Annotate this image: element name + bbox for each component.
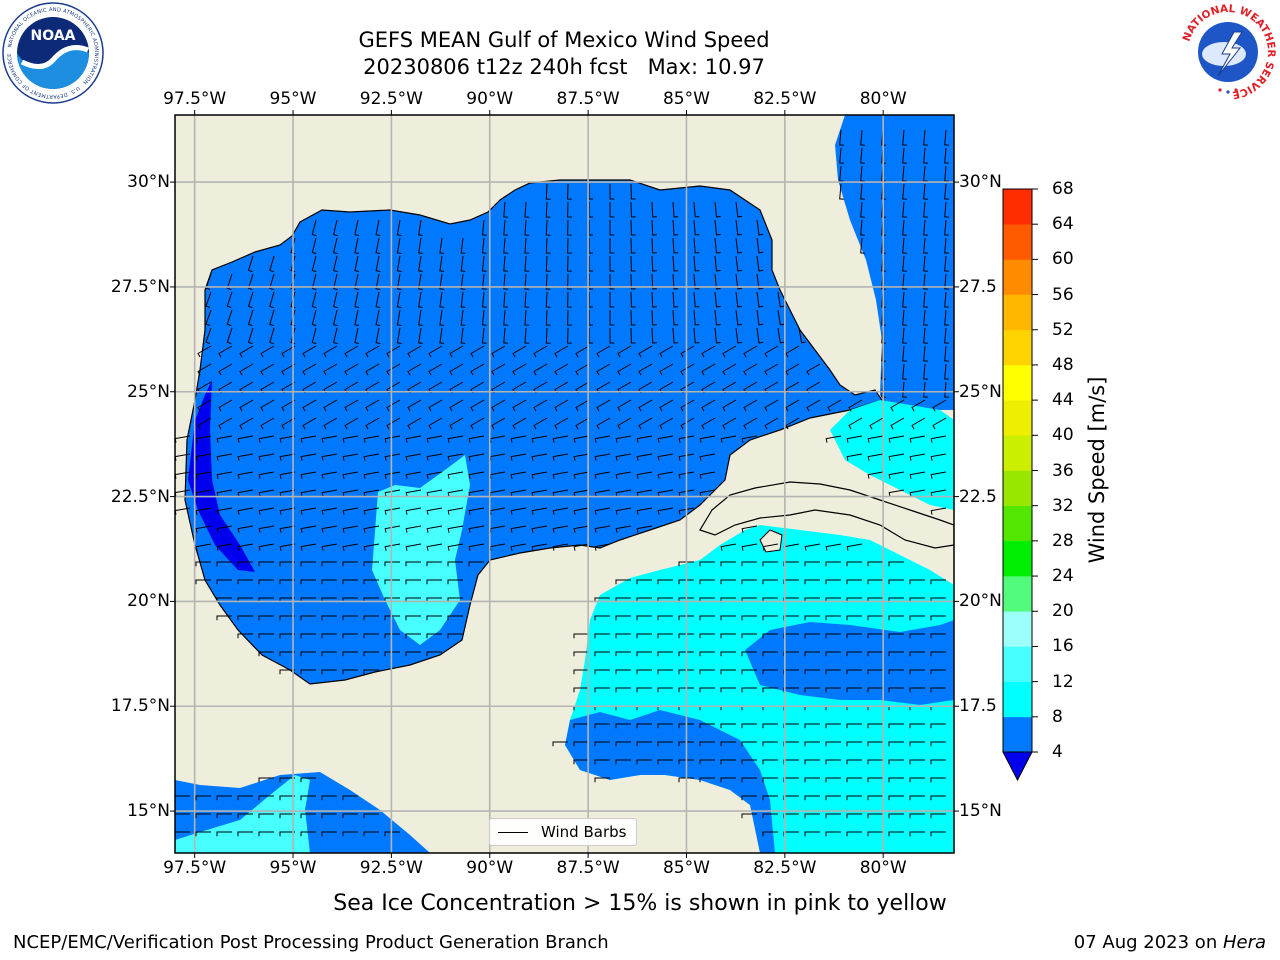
lon-tick-bottom: 85°W [662, 858, 710, 878]
colorbar-tick-label: 24 [1052, 566, 1074, 587]
lat-tick-right: 27.5 [959, 276, 997, 297]
lon-tick-bottom: 95°W [269, 858, 317, 878]
colorbar-tick-label: 44 [1052, 390, 1074, 411]
colorbar-segment [1003, 505, 1032, 542]
colorbar-tick-label: 36 [1052, 460, 1074, 481]
west-coast-slow [188, 380, 255, 572]
footer-machine: Hera [1222, 932, 1266, 953]
colorbar-segment [1003, 576, 1032, 612]
colorbar-segment [1003, 294, 1032, 331]
colorbar-tick-label: 32 [1052, 495, 1074, 516]
colorbar-tick-label: 60 [1052, 249, 1074, 270]
nws-logo: NATIONAL WEATHER SERVICE [1179, 3, 1277, 101]
colorbar-tick-label: 8 [1052, 706, 1063, 727]
lon-tick-bottom: 82.5°W [753, 858, 817, 878]
wind-barb-set [175, 129, 949, 837]
gulf-water [184, 179, 883, 685]
lat-tick-left: 25°N [127, 381, 170, 402]
sea-ice-note: Sea Ice Concentration > 15% is shown in … [333, 891, 947, 916]
colorbar-segment [1003, 189, 1032, 225]
pacific-fast-water [175, 775, 310, 853]
legend-label: Wind Barbs [541, 823, 627, 841]
lat-tick-left: 20°N [127, 591, 170, 612]
lon-tick-top: 90°W [466, 89, 514, 109]
lat-tick-right: 22.5 [959, 486, 997, 507]
lon-tick-bottom: 92.5°W [359, 858, 423, 878]
noaa-logo-text: NOAA [31, 28, 76, 44]
lon-tick-top: 92.5°W [359, 89, 423, 109]
noaa-logo: NATIONAL OCEANIC AND ATMOSPHERIC ADMINIS… [2, 2, 104, 104]
florida-straits-water [830, 400, 954, 510]
lat-tick-left: 17.5°N [110, 696, 170, 717]
lon-tick-top: 82.5°W [753, 89, 817, 109]
lon-tick-top: 87.5°W [556, 89, 620, 109]
colorbar-tick-label: 20 [1052, 601, 1074, 622]
colorbar-segment [1003, 364, 1032, 401]
lon-tick-bottom: 80°W [859, 858, 907, 878]
colorbar-segment [1003, 540, 1032, 577]
colorbar-tick-label: 4 [1052, 742, 1063, 762]
lat-tick-left: 30°N [127, 172, 170, 193]
lon-tick-top: 97.5°W [163, 89, 227, 109]
colorbar-segment [1003, 611, 1032, 647]
footer-date: 07 Aug 2023 on Hera [1074, 932, 1266, 954]
lat-tick-right: 17.5 [959, 696, 997, 717]
colorbar-tick-label: 16 [1052, 636, 1074, 657]
caribbean-blue-band [565, 710, 775, 853]
footer-credit: NCEP/EMC/Verification Post Processing Pr… [13, 932, 609, 953]
colorbar-tick-label: 40 [1052, 425, 1074, 446]
map-frame [174, 114, 955, 854]
colorbar-segment [1003, 681, 1032, 718]
graticule [175, 115, 954, 853]
plot-subtitle-run: 20230806 t12z 240h fcst Max: 10.97 [363, 55, 765, 79]
wind-barbs [175, 129, 949, 837]
lon-tick-bottom: 90°W [466, 858, 514, 878]
colorbar-tick-label: 68 [1052, 179, 1074, 199]
lon-tick-bottom: 87.5°W [556, 858, 620, 878]
lat-tick-left: 22.5°N [110, 486, 170, 507]
lon-tick-top: 80°W [859, 89, 907, 109]
water-wind-field [175, 115, 954, 853]
caribbean-calm-zone [745, 620, 954, 705]
lon-tick-top: 95°W [269, 89, 317, 109]
footer-date-text: 07 Aug 2023 on [1073, 932, 1223, 953]
lon-tick-bottom: 97.5°W [163, 858, 227, 878]
plot-title: GEFS MEAN Gulf of Mexico Wind Speed [358, 28, 770, 52]
lon-tick-top: 85°W [662, 89, 710, 109]
colorbar-tick-label: 52 [1052, 319, 1074, 340]
colorbar-tick-label: 64 [1052, 214, 1074, 235]
colorbar-segment [1003, 259, 1032, 295]
lat-tick-right: 15°N [959, 801, 1002, 822]
colorbar-tick-label: 28 [1052, 530, 1074, 551]
lat-tick-right: 30°N [959, 172, 1002, 193]
colorbar-tick-label: 12 [1052, 671, 1074, 692]
colorbar-segment [1003, 646, 1032, 682]
colorbar-tick-label: 48 [1052, 354, 1074, 375]
colorbar-segment [1003, 470, 1032, 506]
lat-tick-left: 27.5°N [110, 276, 170, 297]
colorbar-segment [1003, 400, 1032, 436]
lat-tick-right: 25°N [959, 381, 1002, 402]
colorbar-segment [1003, 329, 1032, 366]
colorbar-tick-label: 56 [1052, 284, 1074, 305]
colorbar-segment [1003, 224, 1032, 260]
colorbar-segment [1003, 716, 1032, 753]
colorbar-title: Wind Speed [m/s] [1085, 376, 1109, 564]
lat-tick-left: 15°N [127, 801, 170, 822]
map-legend: Wind Barbs [489, 818, 637, 846]
colorbar-segment [1003, 435, 1032, 471]
colorbar-under-arrow [1002, 751, 1033, 782]
lat-tick-right: 20°N [959, 591, 1002, 612]
legend-line-icon [498, 832, 528, 833]
cuba-island [699, 481, 954, 549]
